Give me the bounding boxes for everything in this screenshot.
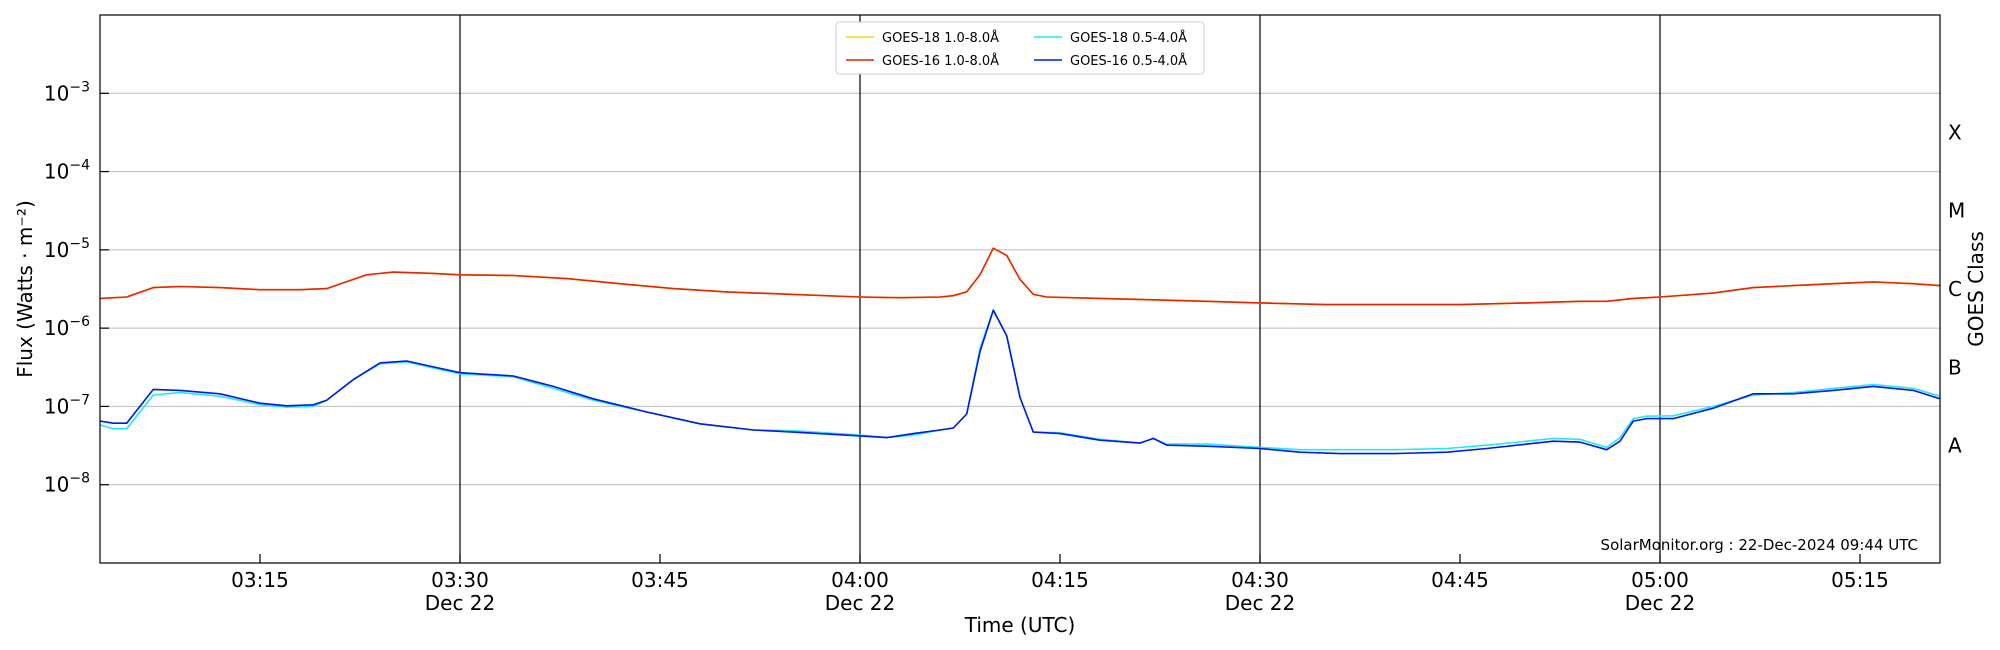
- x-tick-date-label: Dec 22: [825, 591, 896, 615]
- goes-class-label: B: [1948, 355, 1962, 379]
- plot-frame: [99, 14, 1941, 564]
- legend-label: GOES-16 1.0-8.0Å: [882, 53, 999, 69]
- credit-text: SolarMonitor.org : 22-Dec-2024 09:44 UTC: [1601, 536, 1918, 554]
- legend-label: GOES-18 0.5-4.0Å: [1070, 30, 1187, 46]
- y-tick-label: 10−8: [44, 471, 90, 497]
- legend-items: GOES-18 1.0-8.0Å GOES-18 0.5-4.0Å GOES-16 …: [846, 30, 1187, 69]
- x-tick-label: 04:00: [831, 568, 889, 592]
- x-tick-label: 03:30: [431, 568, 489, 592]
- y-axis-right-label: GOES Class: [1964, 231, 1988, 347]
- goes-class-labels: A B C M X: [1948, 120, 1965, 457]
- goes-class-label: M: [1948, 199, 1965, 223]
- legend-label: GOES-16 0.5-4.0Å: [1070, 53, 1187, 69]
- series-lines: [99, 247, 1941, 455]
- legend-box: [835, 21, 1205, 75]
- x-tick-label: 04:15: [1031, 568, 1089, 592]
- goes-class-label: X: [1948, 120, 1962, 144]
- x-tick-label: 04:30: [1231, 568, 1289, 592]
- x-tick-date-label: Dec 22: [1225, 591, 1296, 615]
- x-tick-label: 03:15: [231, 568, 289, 592]
- legend-label: GOES-18 1.0-8.0Å: [882, 30, 999, 46]
- series-line: [99, 309, 1941, 455]
- y-tick-label: 10−4: [44, 158, 90, 184]
- y-axis-label: Flux (Watts · m⁻²): [13, 200, 37, 378]
- series-line: [99, 247, 1941, 306]
- series-line: [99, 309, 1941, 451]
- goes-class-label: C: [1948, 277, 1962, 301]
- date-marker-lines: [459, 15, 1661, 563]
- x-axis-label: Time (UTC): [964, 613, 1076, 637]
- x-tick-date-label: Dec 22: [1625, 591, 1696, 615]
- x-tick-label: 04:45: [1431, 568, 1489, 592]
- y-tick-label: 10−5: [44, 236, 90, 262]
- y-tick-label: 10−3: [44, 79, 90, 105]
- goes-class-label: A: [1948, 434, 1962, 458]
- x-tick-label: 03:45: [631, 568, 689, 592]
- y-tick-label: 10−6: [44, 314, 90, 340]
- x-tick-label: 05:00: [1631, 568, 1689, 592]
- x-tick-label: 05:15: [1831, 568, 1889, 592]
- grid-lines: [100, 92, 1940, 486]
- y-axis-ticks: 10−8 10−7 10−6 10−5 10−4 10−3: [44, 79, 109, 497]
- legend: GOES-18 1.0-8.0Å GOES-18 0.5-4.0Å GOES-16 …: [835, 21, 1205, 75]
- x-tick-date-label: Dec 22: [425, 591, 496, 615]
- y-tick-label: 10−7: [44, 392, 90, 418]
